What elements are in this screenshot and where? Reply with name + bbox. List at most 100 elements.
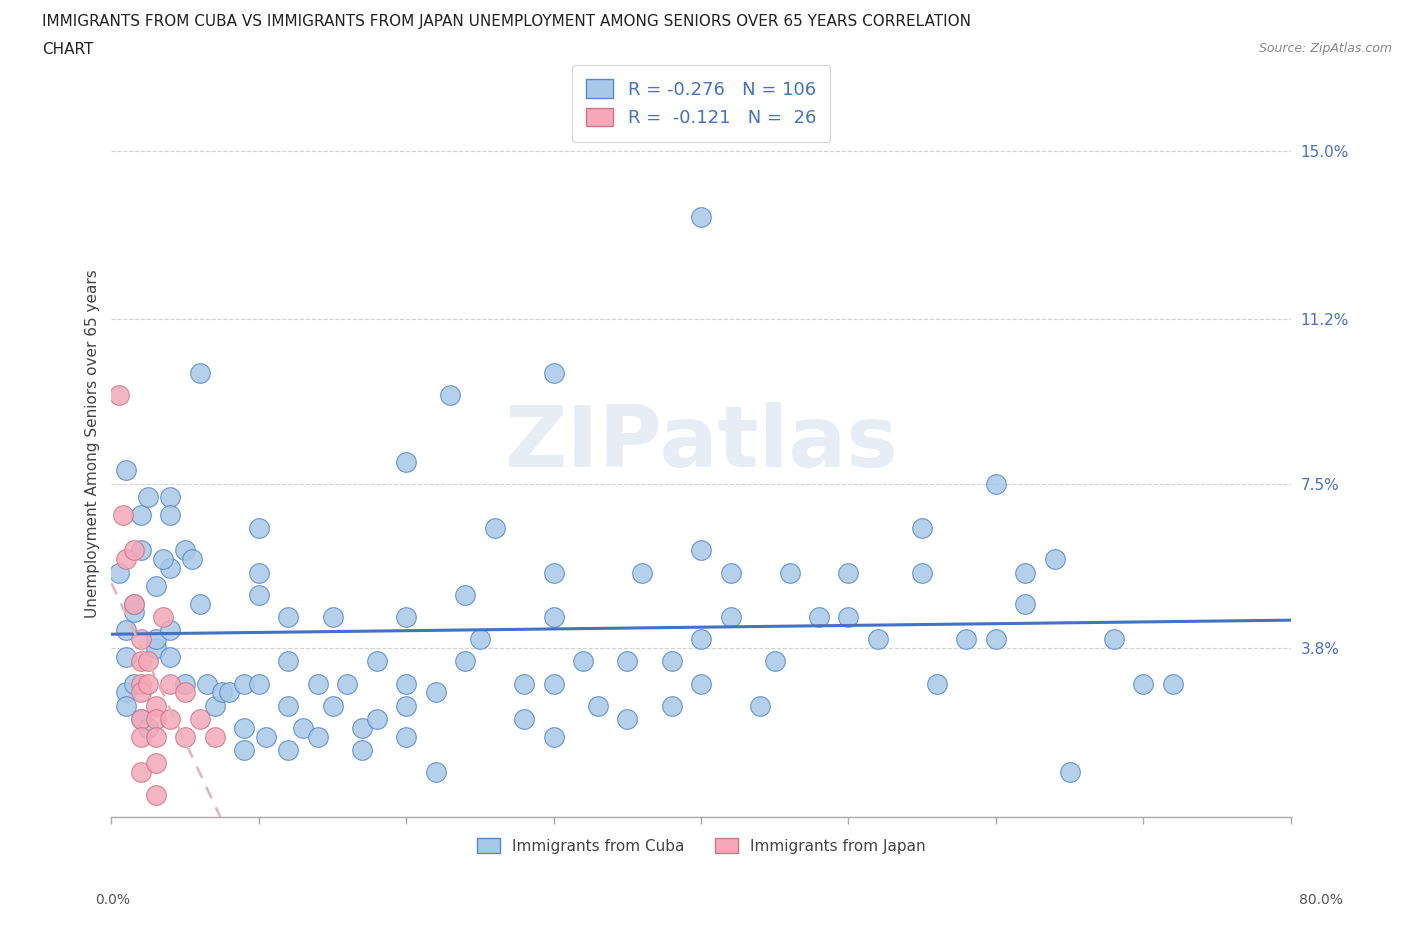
Point: [277, 698, 299, 713]
Point: [159, 623, 181, 638]
Point: [690, 631, 713, 646]
Point: [277, 743, 299, 758]
Point: [763, 654, 786, 669]
Point: [181, 551, 204, 566]
Legend: Immigrants from Cuba, Immigrants from Japan: Immigrants from Cuba, Immigrants from Ja…: [470, 830, 934, 861]
Point: [277, 654, 299, 669]
Point: [247, 565, 270, 580]
Point: [439, 388, 461, 403]
Point: [720, 565, 742, 580]
Point: [247, 521, 270, 536]
Point: [395, 454, 418, 469]
Point: [366, 654, 388, 669]
Point: [808, 609, 831, 624]
Point: [543, 365, 565, 380]
Point: [513, 676, 536, 691]
Point: [129, 508, 152, 523]
Point: [690, 676, 713, 691]
Point: [129, 729, 152, 744]
Point: [145, 729, 167, 744]
Point: [122, 605, 145, 620]
Point: [955, 631, 977, 646]
Point: [1102, 631, 1125, 646]
Point: [145, 787, 167, 802]
Point: [174, 676, 197, 691]
Point: [395, 676, 418, 691]
Point: [254, 729, 277, 744]
Point: [188, 365, 211, 380]
Point: [277, 609, 299, 624]
Point: [661, 654, 683, 669]
Point: [174, 543, 197, 558]
Point: [152, 609, 174, 624]
Point: [115, 463, 138, 478]
Point: [233, 721, 256, 736]
Point: [631, 565, 654, 580]
Point: [145, 698, 167, 713]
Point: [115, 698, 138, 713]
Point: [837, 565, 859, 580]
Point: [188, 596, 211, 611]
Point: [454, 654, 477, 669]
Point: [129, 543, 152, 558]
Point: [115, 551, 138, 566]
Point: [425, 764, 447, 779]
Point: [749, 698, 772, 713]
Point: [152, 551, 174, 566]
Point: [159, 676, 181, 691]
Point: [616, 654, 638, 669]
Point: [911, 565, 934, 580]
Point: [1059, 764, 1081, 779]
Point: [1014, 565, 1036, 580]
Point: [112, 508, 135, 523]
Point: [925, 676, 948, 691]
Point: [1161, 676, 1184, 691]
Text: Source: ZipAtlas.com: Source: ZipAtlas.com: [1258, 42, 1392, 55]
Point: [129, 685, 152, 700]
Point: [350, 721, 373, 736]
Point: [115, 685, 138, 700]
Point: [159, 508, 181, 523]
Point: [322, 698, 344, 713]
Text: 0.0%: 0.0%: [96, 893, 131, 907]
Point: [233, 676, 256, 691]
Point: [174, 685, 197, 700]
Point: [122, 596, 145, 611]
Point: [984, 631, 1007, 646]
Point: [336, 676, 359, 691]
Point: [837, 609, 859, 624]
Point: [307, 729, 329, 744]
Text: CHART: CHART: [42, 42, 94, 57]
Point: [159, 649, 181, 664]
Point: [616, 711, 638, 726]
Point: [543, 729, 565, 744]
Point: [543, 609, 565, 624]
Point: [454, 587, 477, 602]
Point: [779, 565, 801, 580]
Point: [233, 743, 256, 758]
Point: [129, 631, 152, 646]
Point: [425, 685, 447, 700]
Point: [145, 641, 167, 656]
Point: [211, 685, 233, 700]
Point: [395, 698, 418, 713]
Point: [145, 578, 167, 593]
Point: [513, 711, 536, 726]
Point: [307, 676, 329, 691]
Point: [661, 698, 683, 713]
Point: [984, 476, 1007, 491]
Point: [484, 521, 506, 536]
Point: [145, 711, 167, 726]
Point: [159, 561, 181, 576]
Point: [1132, 676, 1154, 691]
Point: [174, 729, 197, 744]
Point: [129, 711, 152, 726]
Point: [247, 676, 270, 691]
Point: [145, 756, 167, 771]
Point: [129, 654, 152, 669]
Point: [107, 565, 129, 580]
Point: [247, 587, 270, 602]
Point: [395, 609, 418, 624]
Point: [129, 711, 152, 726]
Point: [136, 654, 159, 669]
